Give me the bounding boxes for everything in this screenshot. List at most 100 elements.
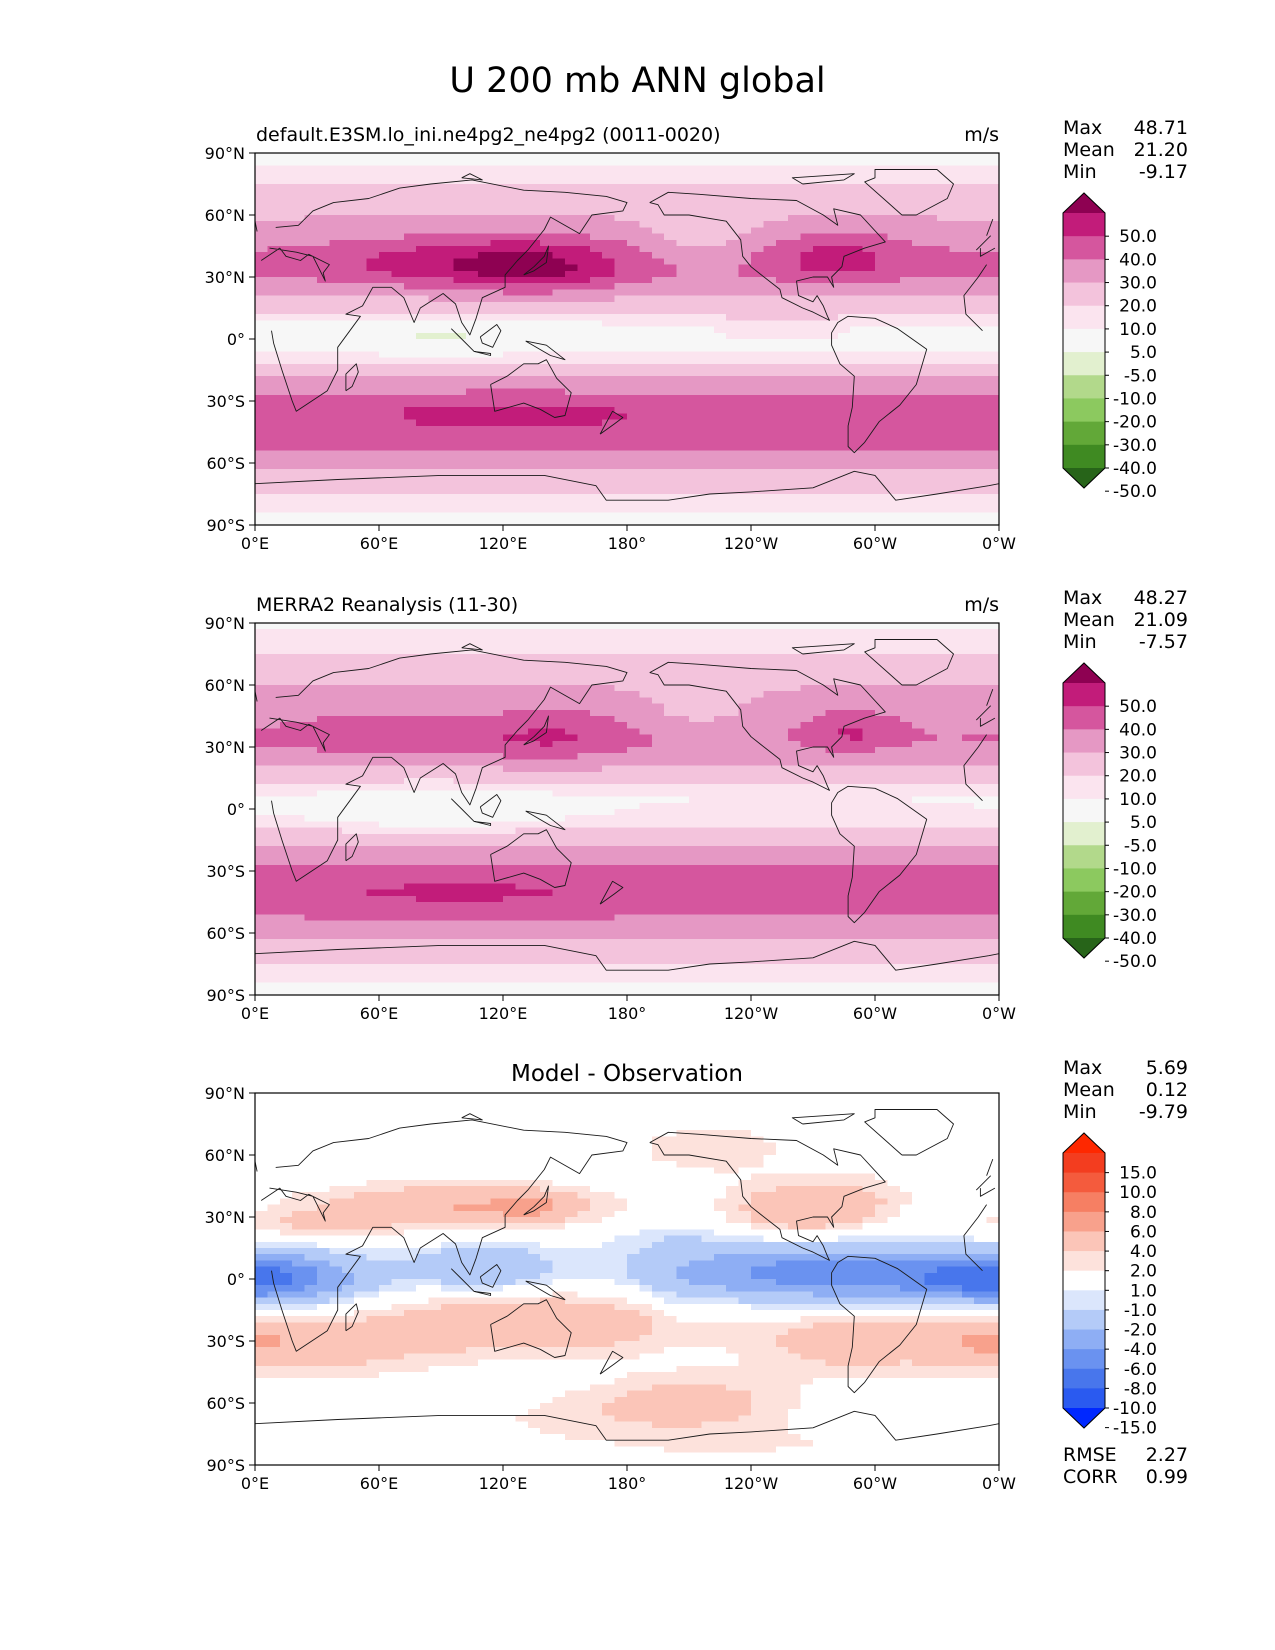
lon-tick-label: 60°E [360,1474,398,1493]
colorbar-tick-label: 1.0 [1130,1281,1157,1301]
colorbar-segment [1063,1368,1105,1389]
lat-tick-label: 60°N [205,676,245,695]
panel-units: m/s [964,124,999,146]
colorbar-segment [1063,683,1105,707]
stat-value-max: 5.69 [1146,1057,1188,1079]
colorbar-extend-max [1063,193,1105,213]
lat-tick-label: 60°S [206,454,245,473]
panel-title-center: Model - Observation [511,1061,743,1087]
contour-field [255,623,1000,996]
colorbar-segment [1063,845,1105,869]
colorbar-segment [1063,259,1105,284]
colorbar-tick-label: -30.0 [1113,906,1157,926]
colorbar-tick-label: -30.0 [1113,436,1157,456]
lon-tick-label: 180° [608,1004,647,1023]
colorbar-tick-label: 5.0 [1130,813,1157,833]
panel-units: m/s [964,594,999,616]
lat-tick-label: 30°N [205,738,245,757]
stat-value-min: -9.17 [1139,161,1188,183]
colorbar-tick-label: 50.0 [1119,697,1157,717]
colorbar-segment [1063,798,1105,823]
colorbar-segment [1063,1349,1105,1370]
stat-value-min: -7.57 [1139,631,1188,653]
colorbar-segment [1063,1329,1105,1350]
lon-tick-label: 60°E [360,534,398,553]
lon-tick-label: 180° [608,1474,647,1493]
colorbar-tick-label: 40.0 [1119,250,1157,270]
stat-value-mean: 21.09 [1134,609,1188,631]
lon-tick-label: 60°W [853,1004,897,1023]
colorbar-tick-label: -40.0 [1113,929,1157,949]
lat-tick-label: 60°N [205,206,245,225]
colorbar: 15.010.08.06.04.02.01.0-1.0-2.0-4.0-6.0-… [1062,1132,1157,1439]
colorbar-segment [1063,868,1105,893]
colorbar-tick-label: -10.0 [1113,389,1157,409]
stat-label-corr: CORR [1063,1466,1118,1488]
colorbar-tick-label: 10.0 [1119,1183,1157,1203]
colorbar-segment [1063,352,1105,376]
colorbar-tick-label: -10.0 [1113,1399,1157,1419]
coastlines [255,639,999,971]
colorbar: 50.0 40.0 30.0 20.0 10.0 5.0 -5.0 -10.0 -20.0 -30… [1062,192,1157,502]
colorbar-tick-label: -50.0 [1113,482,1157,502]
colorbar-extend-min [1063,938,1105,958]
colorbar-extend-min [1063,1408,1105,1428]
colorbar-segment [1063,729,1105,754]
colorbar-segment [1063,706,1105,730]
colorbar-segment [1063,752,1105,777]
colorbar-segment [1063,1192,1105,1213]
lat-tick-label: 0° [227,1270,245,1289]
colorbar-segment [1063,375,1105,399]
stat-label-rmse: RMSE [1063,1444,1117,1466]
stat-label-min: Min [1063,1101,1097,1123]
colorbar-tick-label: -5.0 [1124,366,1157,386]
panel-ref: MERRA2 Reanalysis (11-30) m/s 90°N 60°N 30°N… [205,587,1188,1023]
lat-tick-label: 0° [227,800,245,819]
lon-tick-label: 120°W [724,1474,779,1493]
colorbar-segment [1063,421,1105,446]
colorbar-tick-label: -6.0 [1124,1360,1157,1380]
stat-label-max: Max [1063,587,1102,609]
colorbar-tick-label: -50.0 [1113,952,1157,972]
colorbar-tick-label: 5.0 [1130,343,1157,363]
colorbar-tick-label: 10.0 [1119,320,1157,340]
lat-tick-label: 90°N [205,614,245,633]
colorbar-tick-label: -40.0 [1113,459,1157,479]
colorbar-tick-label: 20.0 [1119,297,1157,317]
colorbar: 50.0 40.0 30.0 20.0 10.0 5.0 -5.0 -10.0 -20.0 -30… [1062,662,1157,972]
stat-value-mean: 21.20 [1134,139,1188,161]
lon-tick-label: 60°W [853,534,897,553]
colorbar-tick-label: -2.0 [1124,1321,1157,1341]
colorbar-segment [1063,1309,1105,1331]
colorbar-segment [1063,914,1105,939]
colorbar-tick-label: -1.0 [1124,1301,1157,1321]
lat-tick-label: 60°N [205,1146,245,1165]
colorbar-segment [1063,1153,1105,1174]
lon-tick-label: 180° [608,534,647,553]
stat-label-mean: Mean [1063,139,1115,161]
lat-tick-label: 90°S [206,986,245,1005]
lat-tick-label: 30°S [206,1332,245,1351]
colorbar-segment [1063,1211,1105,1232]
stat-value-mean: 0.12 [1146,1079,1188,1101]
colorbar-segment [1063,822,1105,846]
panel-title-left: default.E3SM.lo_ini.ne4pg2_ne4pg2 (0011-… [256,124,721,146]
lon-tick-label: 120°E [479,1004,528,1023]
lat-tick-label: 0° [227,330,245,349]
lat-tick-label: 90°S [206,516,245,535]
lon-tick-label: 0°W [982,1004,1016,1023]
coastlines [255,1109,999,1441]
colorbar-segment [1063,328,1105,353]
coastlines [255,169,999,501]
colorbar-segment [1063,305,1105,330]
lat-tick-label: 30°S [206,862,245,881]
colorbar-tick-label: 40.0 [1119,720,1157,740]
stat-value-rmse: 2.27 [1146,1444,1188,1466]
colorbar-segment [1063,1270,1105,1291]
colorbar-extend-min [1063,468,1105,488]
stat-value-corr: 0.99 [1146,1466,1188,1488]
colorbar-segment [1063,1388,1105,1409]
colorbar-tick-label: 6.0 [1130,1222,1157,1242]
stat-value-max: 48.71 [1134,117,1188,139]
colorbar-tick-label: -8.0 [1124,1379,1157,1399]
